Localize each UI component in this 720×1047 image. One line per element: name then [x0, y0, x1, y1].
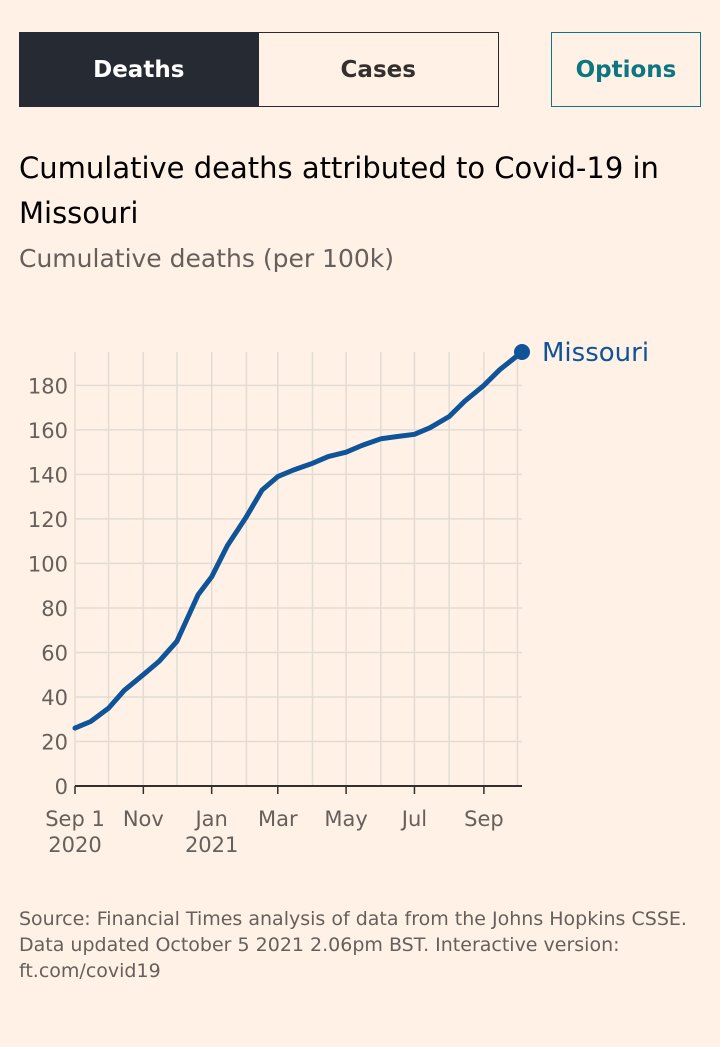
- source-note: Source: Financial Times analysis of data…: [19, 908, 687, 930]
- chart-subtitle: Cumulative deaths (per 100k): [19, 244, 394, 273]
- x-tick-label: Jan: [193, 807, 227, 831]
- x-tick-label: Nov: [123, 807, 164, 831]
- tab-cases[interactable]: Cases: [258, 32, 499, 107]
- series-line-missouri: [72, 349, 525, 731]
- y-tick-label: 40: [41, 686, 68, 710]
- y-tick-label: 0: [55, 775, 68, 799]
- y-tick-label: 20: [41, 730, 68, 754]
- x-tick-label: May: [324, 807, 367, 831]
- options-button[interactable]: Options: [551, 32, 701, 107]
- x-tick-label: Jul: [400, 807, 427, 831]
- chart-footer: Source: Financial Times analysis of data…: [19, 906, 709, 984]
- y-tick-label: 60: [41, 641, 68, 665]
- updated-note: Data updated October 5 2021 2.06pm BST. …: [19, 934, 620, 982]
- series-label: Missouri: [542, 338, 649, 368]
- x-tick-sublabel: 2020: [48, 833, 101, 857]
- x-tick-label: Mar: [258, 807, 298, 831]
- y-tick-label: 180: [28, 374, 68, 398]
- y-tick-label: 160: [28, 419, 68, 443]
- x-tick-label: Sep 1: [45, 807, 105, 831]
- x-tick-label: Sep: [464, 807, 504, 831]
- y-tick-label: 140: [28, 463, 68, 487]
- tab-deaths[interactable]: Deaths: [19, 32, 259, 107]
- grid-lines: [74, 352, 522, 786]
- y-tick-label: 120: [28, 508, 68, 532]
- metric-tabs: Deaths Cases: [19, 32, 499, 107]
- series: Missouri: [72, 338, 649, 731]
- y-tick-label: 100: [28, 552, 68, 576]
- y-tick-label: 80: [41, 597, 68, 621]
- chart-title: Cumulative deaths attributed to Covid-19…: [19, 151, 659, 230]
- x-tick-sublabel: 2021: [185, 833, 238, 857]
- series-end-marker: [514, 344, 530, 360]
